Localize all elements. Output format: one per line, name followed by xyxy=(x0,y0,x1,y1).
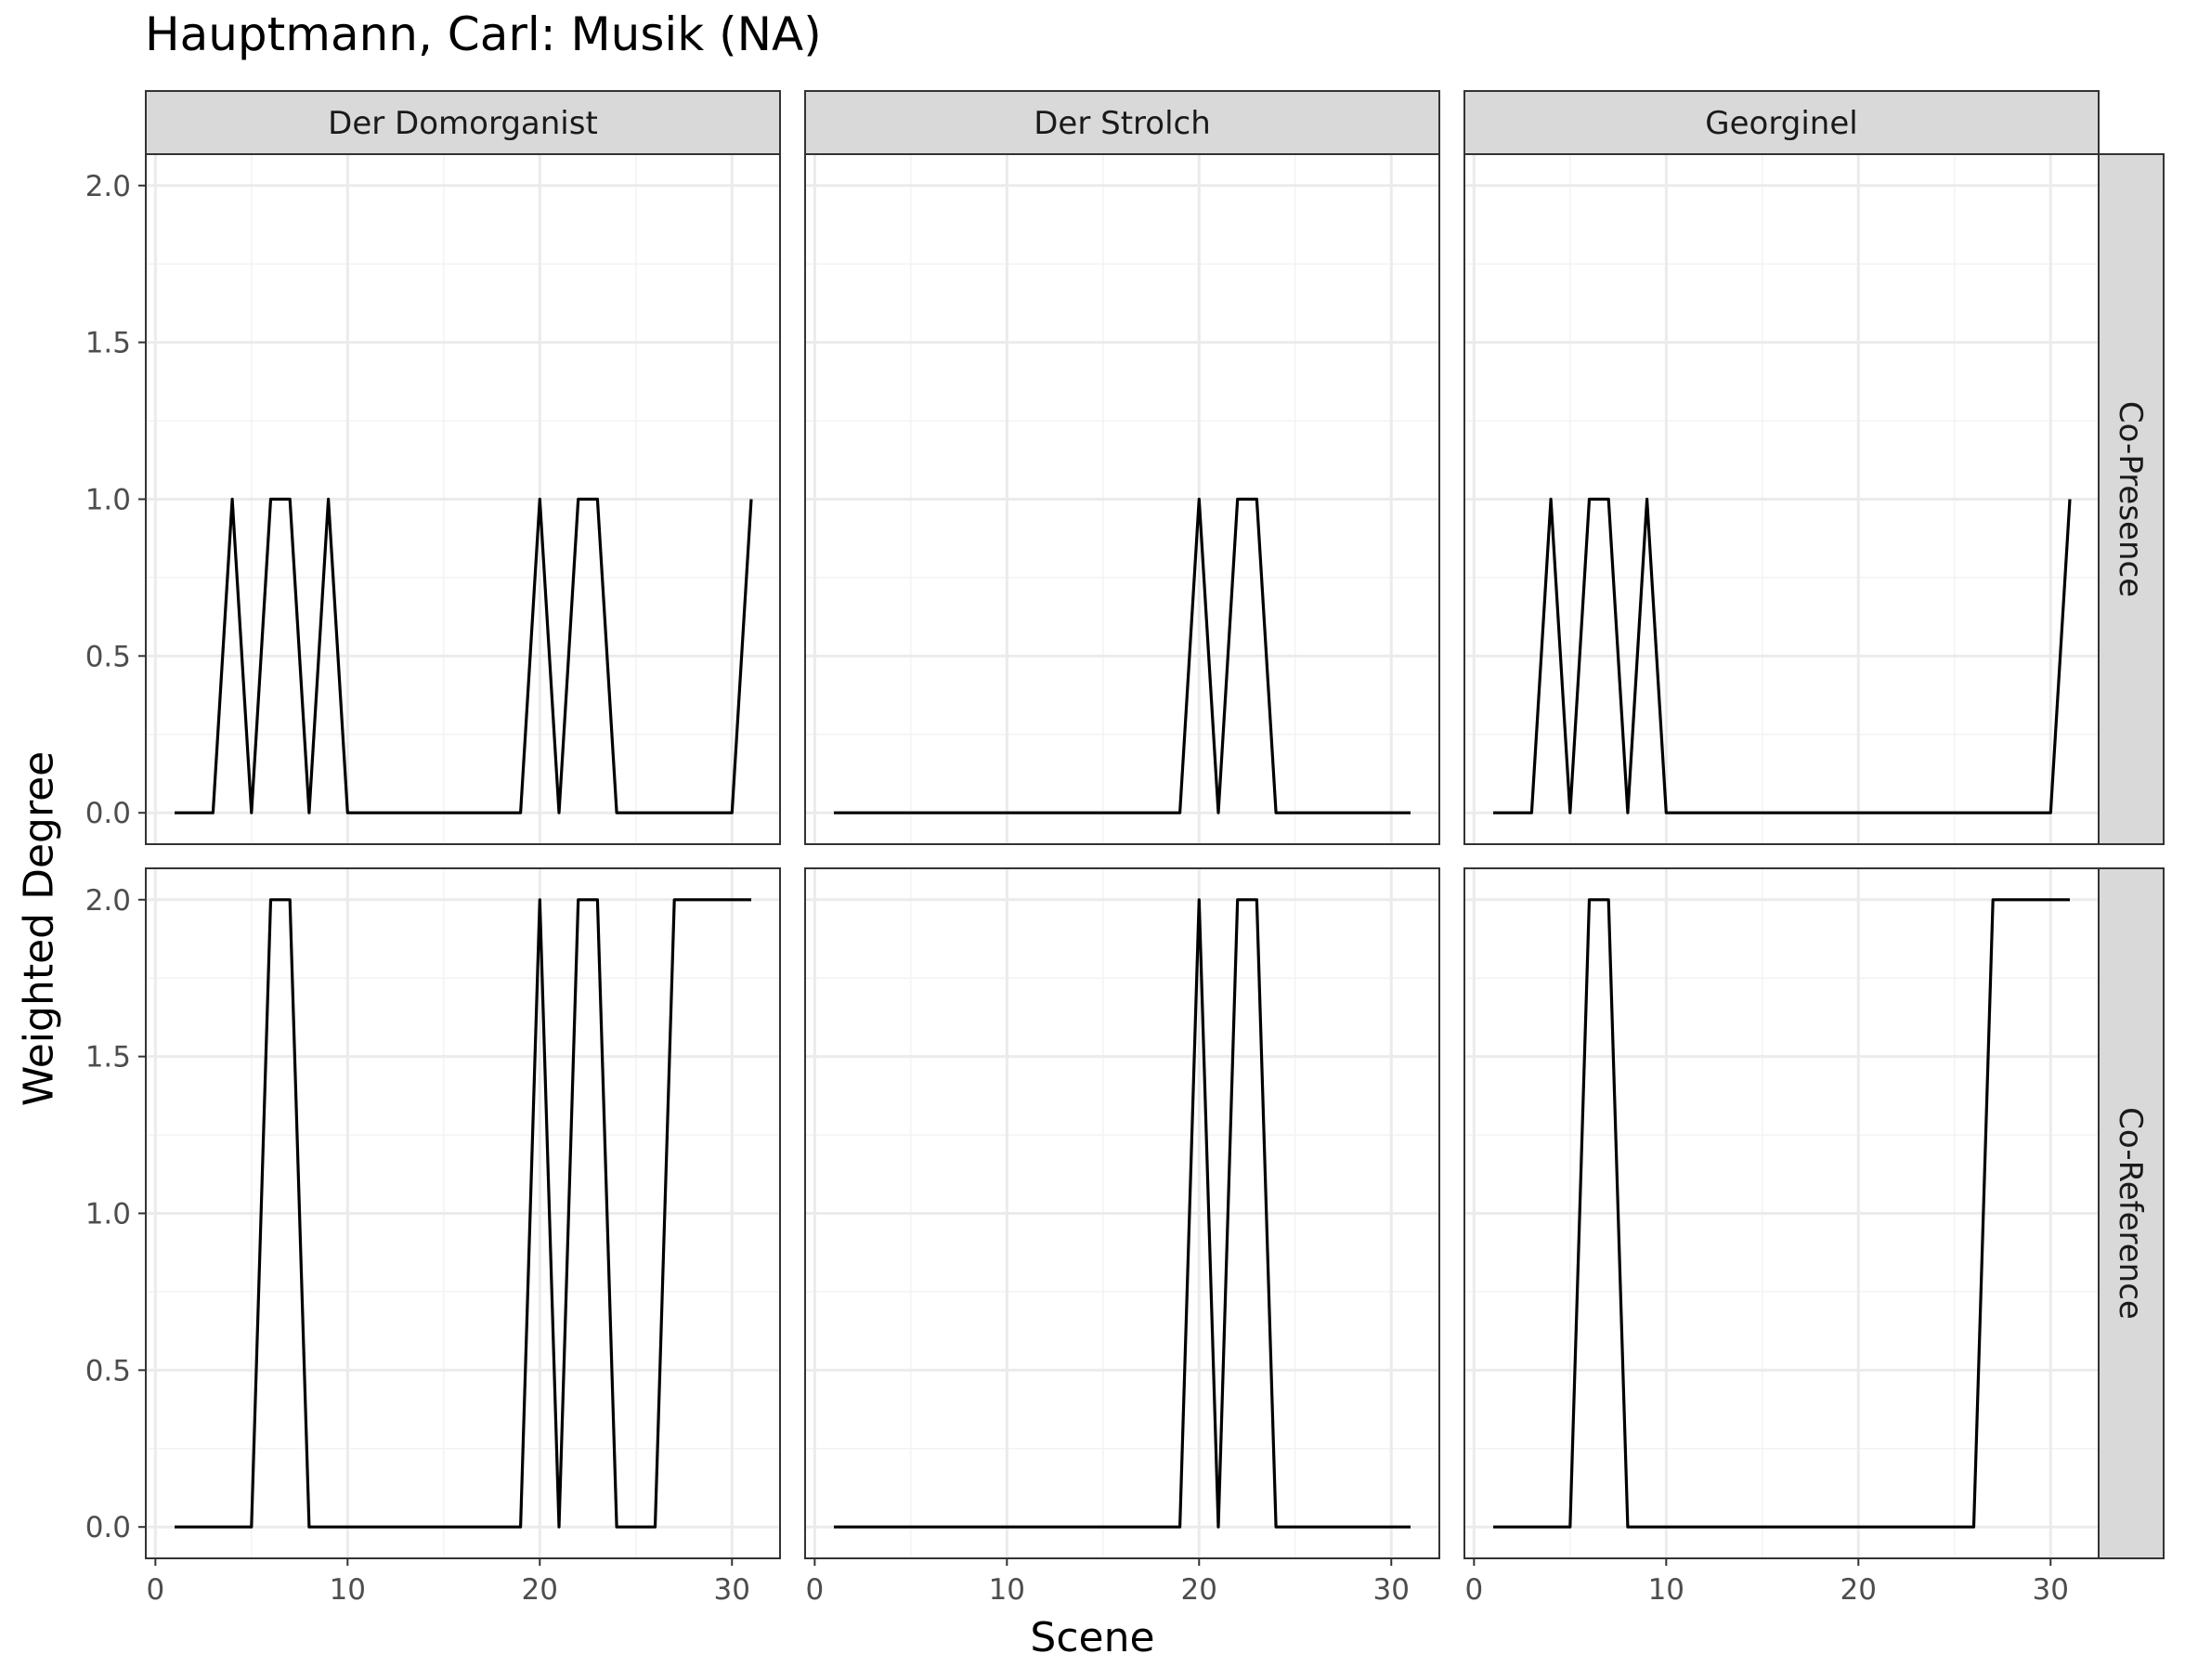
strip-georginel xyxy=(1463,90,2100,155)
y-tick-label: 1.0 xyxy=(85,1198,131,1231)
y-tick-label: 0.5 xyxy=(85,1354,131,1387)
y-axis-title: Weighted Degree xyxy=(15,750,63,1107)
strip-der-domorganist xyxy=(145,90,781,155)
strip-co-presence xyxy=(2098,153,2165,845)
strip-label-der-strolch: Der Strolch xyxy=(1034,105,1211,142)
y-tick-label: 1.5 xyxy=(85,327,131,360)
panel-border-georginel-co-presence xyxy=(1463,153,2100,845)
y-tick-label: 0.5 xyxy=(85,640,131,673)
strip-co-reference xyxy=(2098,867,2165,1559)
strip-label-co-reference: Co-Reference xyxy=(2112,1107,2149,1320)
strip-label-der-domorganist: Der Domorganist xyxy=(328,105,598,142)
panel-border-der-strolch-co-presence xyxy=(804,153,1440,845)
series-line-georginel-co-presence xyxy=(1493,497,2072,814)
series-line-der-domorganist-co-reference xyxy=(175,898,751,1529)
chart-title: Hauptmann, Carl: Musik (NA) xyxy=(145,7,822,61)
x-tick-label: 20 xyxy=(522,1573,558,1607)
y-tick-label: 1.5 xyxy=(85,1041,131,1074)
x-tick-label: 30 xyxy=(1373,1573,1410,1607)
panel-border-georginel-co-reference xyxy=(1463,867,2100,1559)
y-tick-label: 0.0 xyxy=(85,797,131,830)
x-tick-label: 20 xyxy=(1181,1573,1217,1607)
series-line-georginel-co-reference xyxy=(1493,898,2070,1529)
strip-der-strolch xyxy=(804,90,1440,155)
strip-label-georginel: Georginel xyxy=(1705,105,1857,142)
y-tick-label: 2.0 xyxy=(85,884,131,918)
strip-label-co-presence: Co-Presence xyxy=(2112,401,2149,597)
x-tick-label: 10 xyxy=(330,1573,366,1607)
x-tick-label: 0 xyxy=(1464,1573,1483,1607)
series-line-der-strolch-co-presence xyxy=(834,497,1411,814)
panel-border-der-strolch-co-reference xyxy=(804,867,1440,1559)
y-tick-label: 2.0 xyxy=(85,170,131,203)
series-line-der-domorganist-co-presence xyxy=(175,497,753,814)
x-tick-label: 0 xyxy=(805,1573,824,1607)
x-tick-label: 10 xyxy=(1648,1573,1684,1607)
series-line-der-strolch-co-reference xyxy=(834,898,1411,1529)
x-tick-label: 30 xyxy=(714,1573,750,1607)
x-axis-title: Scene xyxy=(1030,1614,1155,1661)
y-tick-label: 0.0 xyxy=(85,1511,131,1544)
x-tick-label: 30 xyxy=(2033,1573,2069,1607)
x-tick-label: 20 xyxy=(1840,1573,1877,1607)
x-tick-label: 0 xyxy=(146,1573,164,1607)
y-tick-label: 1.0 xyxy=(85,484,131,517)
x-tick-label: 10 xyxy=(989,1573,1025,1607)
